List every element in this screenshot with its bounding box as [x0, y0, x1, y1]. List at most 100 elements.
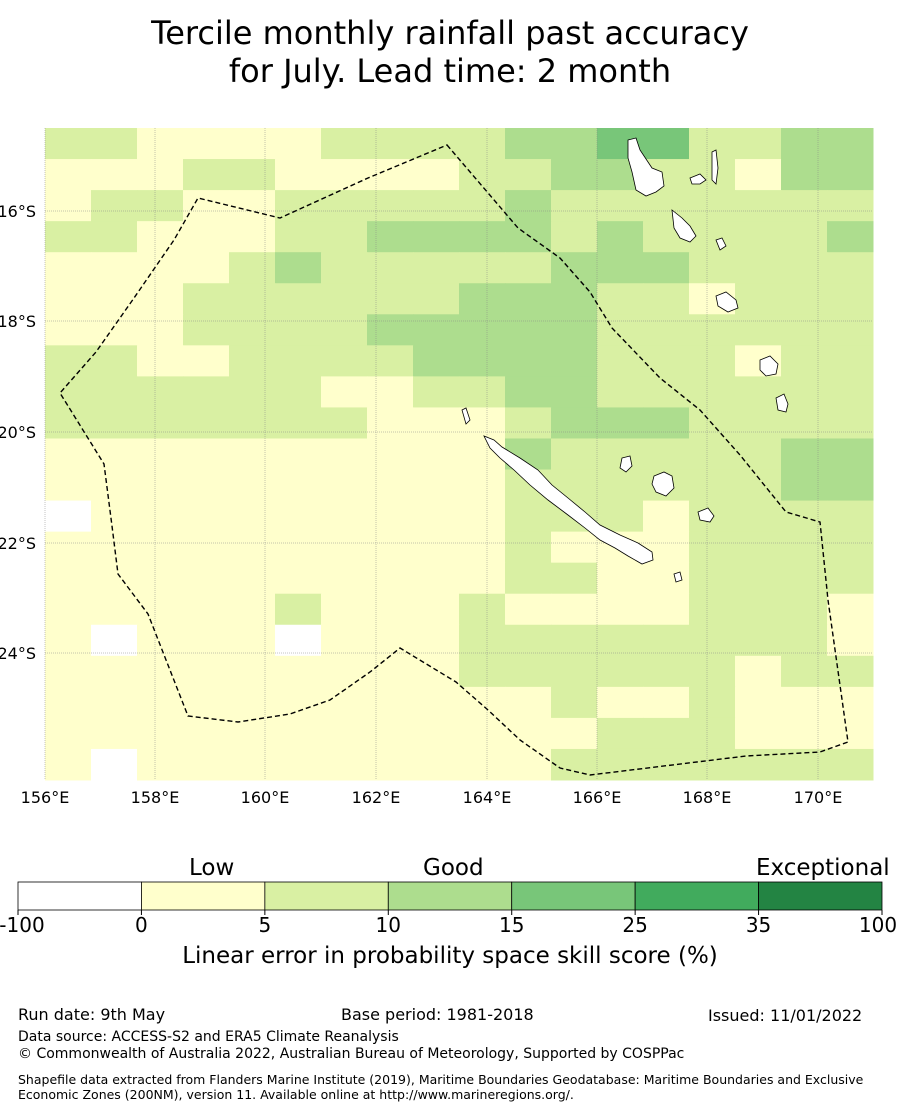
malakula — [671, 209, 697, 243]
skill-cell — [505, 221, 552, 253]
skill-cell — [689, 562, 736, 595]
skill-cell — [459, 624, 506, 657]
skill-cell — [45, 469, 92, 502]
skill-cell — [827, 655, 874, 688]
skill-cell — [551, 407, 598, 439]
skill-cell — [459, 655, 506, 688]
skill-cell — [735, 407, 782, 439]
skill-cell — [45, 655, 92, 688]
skill-cell — [459, 593, 506, 626]
colorbar-swatch — [264, 881, 389, 911]
colorbar-tick-label: 10 — [375, 913, 402, 937]
skill-cell — [689, 655, 736, 688]
skill-cell — [183, 593, 230, 626]
skill-cell — [735, 438, 782, 471]
skill-cell — [321, 748, 368, 781]
skill-cell — [183, 469, 230, 502]
erromango — [759, 355, 779, 377]
skill-cell — [275, 314, 322, 346]
skill-cell — [183, 252, 230, 284]
skill-cell — [91, 221, 138, 253]
skill-cell — [505, 748, 552, 781]
skill-cell — [137, 717, 184, 750]
skill-cell — [183, 376, 230, 408]
skill-cell — [137, 748, 184, 781]
skill-cell — [505, 376, 552, 408]
tanna — [775, 393, 789, 413]
skill-cell — [735, 376, 782, 408]
skill-cell — [183, 531, 230, 564]
skill-cell — [781, 562, 828, 595]
skill-cell — [827, 283, 874, 315]
skill-cell — [643, 252, 690, 284]
skill-cell — [413, 159, 460, 191]
skill-cell — [781, 500, 828, 533]
skill-cell — [505, 531, 552, 564]
skill-cell — [551, 655, 598, 688]
skill-cell — [413, 469, 460, 502]
skill-cell — [321, 686, 368, 719]
skill-cell — [781, 438, 828, 471]
isle-of-pines — [673, 571, 683, 583]
skill-cell — [505, 128, 552, 160]
skill-cell — [505, 593, 552, 626]
skill-cell — [45, 128, 92, 160]
skill-cell — [459, 159, 506, 191]
skill-cell — [183, 655, 230, 688]
skill-cell — [735, 748, 782, 781]
skill-cell — [321, 500, 368, 533]
skill-cell — [551, 283, 598, 315]
skill-cell — [643, 748, 690, 781]
skill-cell — [505, 500, 552, 533]
skill-cell — [459, 283, 506, 315]
skill-cell — [183, 624, 230, 657]
skill-cell — [229, 438, 276, 471]
skill-cell — [45, 624, 92, 657]
skill-cell — [45, 283, 92, 315]
skill-cell — [275, 345, 322, 377]
skill-cell — [781, 686, 828, 719]
skill-cell — [597, 624, 644, 657]
skill-cell — [597, 252, 644, 284]
skill-cell — [735, 314, 782, 346]
skill-cell — [275, 252, 322, 284]
skill-cell — [551, 190, 598, 222]
skill-cell — [827, 345, 874, 377]
skill-cell — [183, 345, 230, 377]
skill-cell — [137, 128, 184, 160]
category-exceptional: Exceptional — [756, 855, 890, 881]
skill-cell — [781, 128, 828, 160]
skill-cell — [597, 717, 644, 750]
skill-cell — [735, 500, 782, 533]
skill-cell — [413, 407, 460, 439]
skill-cell — [413, 314, 460, 346]
pentecost — [711, 149, 719, 185]
longitude-labels: 156°E 158°E 160°E 162°E 164°E 166°E 168°E 170°E — [21, 788, 843, 807]
skill-cell — [275, 469, 322, 502]
skill-cell — [827, 562, 874, 595]
skill-cell — [321, 624, 368, 657]
skill-cell — [735, 624, 782, 657]
skill-cell — [275, 531, 322, 564]
skill-cell — [275, 407, 322, 439]
skill-cell — [45, 159, 92, 191]
colorbar-tick-label: 15 — [498, 913, 525, 937]
skill-cell — [505, 190, 552, 222]
skill-cell — [275, 655, 322, 688]
skill-cell — [551, 593, 598, 626]
skill-cell — [413, 283, 460, 315]
skill-cell — [183, 686, 230, 719]
skill-cell — [183, 407, 230, 439]
skill-cell — [735, 562, 782, 595]
eez-boundary — [59, 144, 849, 776]
skill-cell — [827, 593, 874, 626]
skill-cell — [137, 438, 184, 471]
skill-cell — [551, 314, 598, 346]
skill-cell — [229, 531, 276, 564]
skill-cell — [505, 159, 552, 191]
skill-cell — [275, 376, 322, 408]
skill-cell — [367, 438, 414, 471]
skill-cell — [45, 531, 92, 564]
skill-cell — [229, 748, 276, 781]
